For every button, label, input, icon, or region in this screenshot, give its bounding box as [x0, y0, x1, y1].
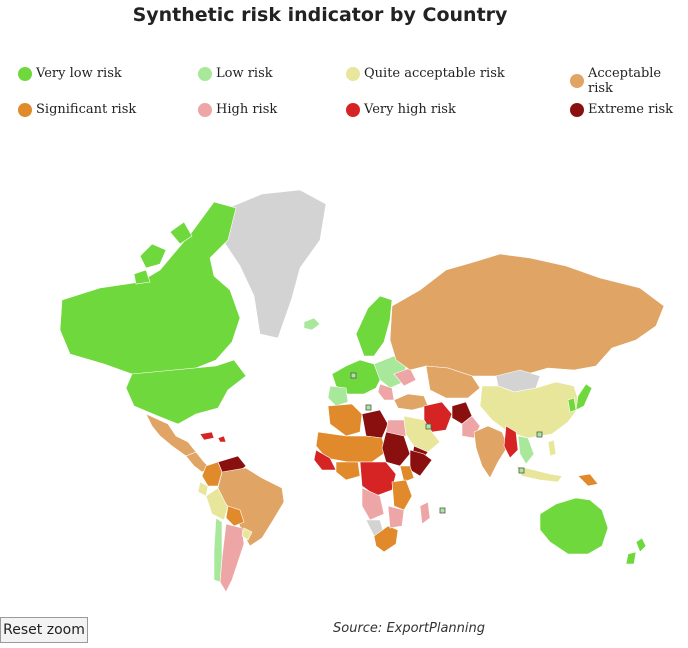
legend-swatch-low: [198, 66, 212, 81]
region-peru[interactable]: [205, 487, 229, 521]
region-libya[interactable]: [361, 409, 389, 439]
region-horn-africa[interactable]: [409, 449, 433, 477]
region-ukraine[interactable]: [393, 367, 417, 387]
legend-item-extreme-risk[interactable]: Extreme risk: [570, 102, 673, 117]
region-bolivia[interactable]: [225, 505, 245, 527]
region-ethiopia[interactable]: [399, 465, 415, 483]
region-argentina[interactable]: [219, 523, 245, 593]
region-se-asia[interactable]: [517, 435, 535, 465]
region-papua[interactable]: [577, 473, 599, 487]
legend-label: Significant risk: [36, 102, 137, 117]
chart-title: Synthetic risk indicator by Country: [132, 4, 508, 26]
legend-item-very-low-risk[interactable]: Very low risk: [18, 66, 122, 81]
legend-swatch-acceptable: [570, 74, 584, 88]
legend-item-low-risk[interactable]: Low risk: [198, 66, 273, 81]
region-south-africa[interactable]: [373, 525, 399, 553]
region-balkans[interactable]: [377, 383, 395, 401]
region-nigeria[interactable]: [335, 461, 361, 481]
legend: Very low risk Low risk Quite acceptable …: [0, 0, 688, 130]
region-myanmar[interactable]: [503, 425, 519, 459]
region-canada[interactable]: [59, 201, 241, 375]
region-caribbean[interactable]: [199, 431, 227, 443]
legend-label: High risk: [216, 102, 278, 117]
region-central-africa[interactable]: [359, 461, 397, 497]
region-east-africa[interactable]: [391, 479, 413, 511]
region-japan[interactable]: [575, 383, 593, 411]
region-sahel[interactable]: [315, 431, 387, 463]
legend-swatch-very-high: [346, 102, 360, 117]
region-madagascar[interactable]: [419, 501, 431, 525]
legend-label: Acceptable risk: [588, 66, 662, 96]
region-canada-arctic[interactable]: [133, 221, 193, 285]
legend-swatch-quite-acceptable: [346, 66, 360, 81]
region-greenland[interactable]: [223, 189, 327, 339]
legend-item-acceptable-risk[interactable]: Acceptable risk: [570, 66, 688, 96]
region-china[interactable]: [479, 381, 581, 439]
region-australia[interactable]: [539, 497, 609, 555]
region-sudan[interactable]: [381, 431, 411, 467]
legend-item-significant-risk[interactable]: Significant risk: [18, 102, 136, 117]
island-marker[interactable]: [425, 423, 432, 430]
legend-label: Very low risk: [36, 66, 122, 81]
region-iceland[interactable]: [303, 317, 321, 331]
region-turkey[interactable]: [393, 393, 429, 411]
region-kazakhstan[interactable]: [425, 365, 481, 399]
legend-item-quite-acceptable-risk[interactable]: Quite acceptable risk: [346, 66, 505, 81]
world-map[interactable]: [0, 170, 688, 610]
region-chile[interactable]: [213, 517, 223, 583]
island-marker[interactable]: [439, 507, 446, 514]
legend-swatch-significant: [18, 102, 32, 117]
legend-swatch-high: [198, 102, 212, 117]
region-uruguay[interactable]: [241, 527, 253, 541]
region-new-zealand[interactable]: [625, 537, 647, 565]
region-korea[interactable]: [567, 397, 577, 413]
legend-swatch-extreme: [570, 102, 584, 117]
region-iberia[interactable]: [327, 385, 349, 407]
legend-label: Very high risk: [364, 102, 456, 117]
island-marker[interactable]: [536, 431, 543, 438]
reset-zoom-button[interactable]: Reset zoom: [0, 617, 88, 643]
source-credit: Source: ExportPlanning: [333, 621, 486, 636]
region-colombia[interactable]: [201, 461, 223, 487]
region-ecuador[interactable]: [197, 481, 209, 497]
region-mozambique[interactable]: [387, 505, 405, 529]
region-russia[interactable]: [389, 253, 665, 377]
region-scandinavia[interactable]: [355, 295, 393, 357]
island-marker[interactable]: [350, 372, 357, 379]
island-marker[interactable]: [518, 467, 525, 474]
region-philippines[interactable]: [547, 439, 557, 457]
region-indonesia[interactable]: [515, 465, 563, 483]
region-brazil[interactable]: [217, 467, 285, 547]
region-india[interactable]: [473, 425, 509, 479]
legend-item-high-risk[interactable]: High risk: [198, 102, 277, 117]
legend-swatch-very-low: [18, 66, 32, 81]
region-maghreb[interactable]: [327, 403, 363, 437]
region-angola[interactable]: [361, 487, 385, 521]
island-marker[interactable]: [365, 404, 372, 411]
legend-item-very-high-risk[interactable]: Very high risk: [346, 102, 456, 117]
legend-label: Low risk: [216, 66, 273, 81]
region-usa[interactable]: [125, 359, 247, 425]
legend-label: Extreme risk: [588, 102, 674, 117]
region-west-africa[interactable]: [313, 449, 337, 471]
legend-label: Quite acceptable risk: [364, 66, 505, 81]
